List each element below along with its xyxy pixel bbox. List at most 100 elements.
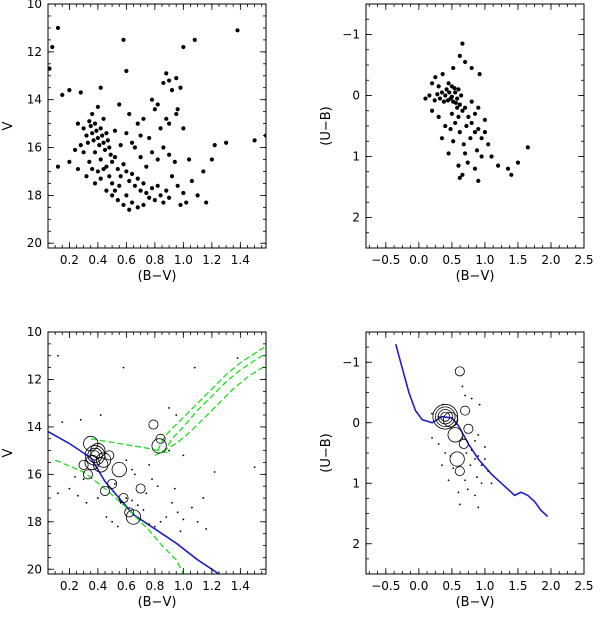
y-axis-label: V xyxy=(1,121,16,130)
weighted-circle xyxy=(107,478,118,489)
data-point xyxy=(98,157,103,162)
data-point xyxy=(205,528,208,530)
data-point xyxy=(431,412,433,415)
data-point xyxy=(124,193,129,198)
y-tick-label: 18 xyxy=(27,515,42,529)
data-point xyxy=(193,366,196,369)
data-point xyxy=(476,178,481,183)
data-point xyxy=(458,503,461,506)
plot-area xyxy=(394,343,549,518)
data-point xyxy=(87,119,92,124)
x-tick-label: 1.0 xyxy=(174,579,193,593)
data-point xyxy=(90,131,95,136)
data-point xyxy=(104,131,109,136)
y-tick-label: 12 xyxy=(27,45,42,59)
weighted-circle xyxy=(442,412,459,428)
data-point xyxy=(138,188,143,193)
data-point xyxy=(169,88,175,93)
y-tick-label: 1 xyxy=(352,150,360,164)
data-point xyxy=(85,501,88,504)
data-point xyxy=(477,72,482,77)
data-point xyxy=(175,183,180,188)
y-axis-label: V xyxy=(1,448,16,457)
data-point xyxy=(115,198,120,203)
data-point xyxy=(435,92,440,97)
data-point xyxy=(460,108,465,113)
data-point xyxy=(129,200,135,205)
data-point xyxy=(509,172,514,177)
data-point xyxy=(176,511,179,514)
data-point xyxy=(90,166,95,172)
data-point xyxy=(95,104,100,109)
data-point xyxy=(57,354,59,357)
data-point xyxy=(476,476,478,479)
data-point xyxy=(460,41,465,46)
x-axis-label: (B−V) xyxy=(138,269,177,284)
data-point xyxy=(118,143,123,148)
x-tick-label: 1.5 xyxy=(508,579,527,593)
data-point xyxy=(110,159,115,164)
weighted-circle xyxy=(78,459,89,470)
data-point xyxy=(196,520,199,523)
data-point xyxy=(427,93,432,98)
data-point xyxy=(99,414,102,416)
model-track-line xyxy=(54,459,184,574)
data-point xyxy=(79,418,82,421)
data-point xyxy=(131,499,133,502)
weighted-circle xyxy=(460,405,471,416)
data-point xyxy=(105,516,108,518)
data-point xyxy=(464,479,466,482)
data-point xyxy=(453,120,458,126)
data-point xyxy=(84,174,89,179)
data-point xyxy=(98,85,103,90)
plot-area xyxy=(48,345,266,574)
data-point xyxy=(148,523,151,526)
data-point xyxy=(465,160,470,165)
data-point xyxy=(117,183,122,188)
data-point xyxy=(84,133,89,138)
x-axis-label: (B−V) xyxy=(138,595,177,610)
data-point xyxy=(457,102,462,107)
axes-frame xyxy=(47,331,267,575)
x-tick-label: 0.4 xyxy=(88,579,107,593)
data-point xyxy=(127,207,132,212)
data-point xyxy=(124,169,129,174)
x-tick-label: 0.2 xyxy=(60,253,79,267)
data-point xyxy=(77,494,79,497)
data-point xyxy=(181,190,186,196)
data-point xyxy=(124,131,129,136)
x-tick-label: 0.0 xyxy=(409,253,428,267)
data-point xyxy=(159,520,162,523)
data-point xyxy=(132,183,138,188)
data-point xyxy=(431,436,433,439)
data-point xyxy=(189,178,195,184)
data-point xyxy=(182,454,185,457)
data-point xyxy=(477,506,480,509)
y-tick-label: 10 xyxy=(27,325,42,339)
data-point xyxy=(55,25,61,31)
data-point xyxy=(478,403,481,406)
weighted-circle xyxy=(104,450,115,461)
x-tick-label: 1.0 xyxy=(475,579,494,593)
data-point xyxy=(468,136,473,141)
data-point xyxy=(484,458,486,460)
data-point xyxy=(423,96,428,101)
data-point xyxy=(134,473,136,476)
data-point xyxy=(165,516,168,518)
model-track-line xyxy=(157,345,266,451)
data-point xyxy=(437,96,443,101)
data-point xyxy=(477,433,480,436)
data-point xyxy=(451,65,456,71)
data-point xyxy=(135,205,140,210)
data-point xyxy=(75,121,81,126)
y-tick-label: −1 xyxy=(342,28,360,42)
model-track-line xyxy=(154,364,266,456)
data-point xyxy=(447,479,450,482)
data-point xyxy=(141,202,146,208)
data-point xyxy=(104,188,109,193)
x-tick-label: 2.5 xyxy=(574,253,593,267)
data-point xyxy=(441,464,443,466)
data-point xyxy=(191,506,193,509)
data-point xyxy=(236,357,239,359)
x-tick-label: 0.4 xyxy=(88,253,107,267)
